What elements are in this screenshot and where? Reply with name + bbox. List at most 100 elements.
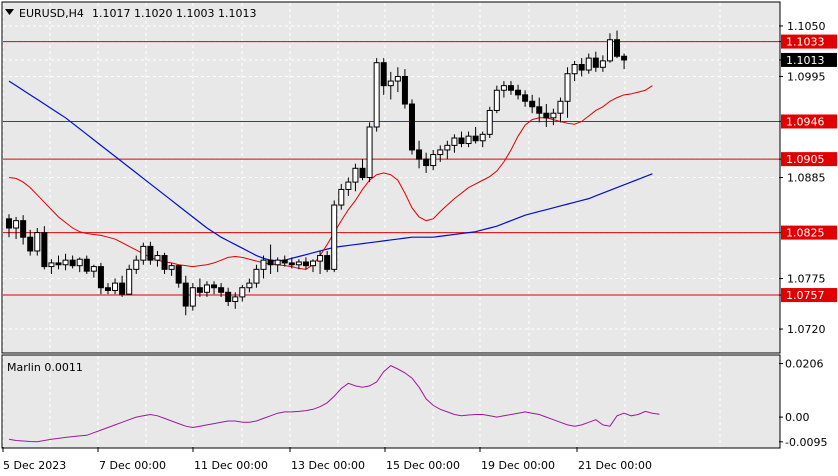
candle-body-bull — [168, 265, 175, 270]
candle-body-bull — [48, 262, 55, 268]
level-price-tag — [781, 225, 837, 240]
candle-body-bear — [83, 258, 90, 272]
candle-body-bull — [451, 137, 458, 146]
candle-body-bull — [154, 255, 161, 261]
level-price-label: 1.0757 — [786, 289, 825, 302]
level-price-label: 1.0905 — [786, 153, 825, 166]
indicator-plot-area[interactable] — [1, 354, 781, 449]
candle-body-bear — [211, 284, 218, 289]
candle-body-bear — [302, 261, 309, 267]
candle-body-bear — [578, 64, 585, 71]
level-price-tag — [781, 114, 837, 129]
grid — [2, 3, 779, 447]
oscillator-line — [8, 365, 660, 443]
x-tick-label: 21 Dec 00:00 — [578, 459, 652, 472]
candle-body-bull — [189, 287, 196, 307]
candle-body-bull — [394, 75, 401, 82]
candle-body-bull — [486, 109, 493, 135]
candle-body-bear — [408, 103, 415, 151]
indicator-y-tick-label: -0.0095 — [785, 436, 827, 449]
indicator-y-tick-label: 0.00 — [785, 411, 810, 424]
candle-body-bear — [104, 287, 111, 291]
candle-body-bull — [239, 287, 246, 298]
candle-body-bull — [373, 62, 380, 128]
x-tick-label: 5 Dec 2023 — [3, 459, 66, 472]
candle-body-bear — [423, 158, 430, 167]
candle-body-bear — [592, 57, 599, 68]
candle-body-bear — [401, 75, 408, 105]
candle-body-bull — [599, 60, 606, 68]
level-price-label: 1.0825 — [786, 227, 825, 240]
price-axis: 1.1050 1.1033 1.1013 1.0995 1.0946 1.0905 1.08… — [779, 20, 837, 449]
candle-body-bull — [112, 282, 119, 291]
candle-body-bull — [465, 135, 472, 145]
candle-body-bull — [274, 259, 281, 266]
candle-body-bull — [13, 220, 20, 229]
candle-body-bull — [387, 80, 394, 87]
candle-body-bull — [338, 188, 345, 206]
horizontal-levels — [3, 41, 779, 296]
x-tick-label: 15 Dec 00:00 — [386, 459, 460, 472]
candle-body-bear — [267, 259, 274, 266]
candle-body-bear — [522, 94, 529, 102]
candle-body-bear — [225, 291, 232, 302]
candle-body-bull — [90, 266, 97, 272]
level-price-tag — [781, 288, 837, 303]
level-price-label: 1.0946 — [786, 115, 825, 128]
candle-body-bear — [380, 62, 387, 87]
candle-body-bull — [444, 144, 451, 151]
candle-body-bull — [140, 245, 147, 261]
candle-body-bull — [493, 89, 500, 111]
candle-body-bear — [196, 287, 203, 293]
candle-body-bull — [352, 167, 359, 183]
candle-body-bear — [27, 236, 34, 252]
moving-average-line — [8, 80, 653, 262]
candle-body-bear — [55, 262, 62, 266]
candle-body-bull — [345, 181, 352, 190]
candle-body-bear — [182, 282, 189, 307]
candle-body-bull — [76, 258, 83, 267]
x-tick-label: 13 Dec 00:00 — [291, 459, 365, 472]
candle-body-bear — [507, 85, 514, 91]
dropdown-triangle-icon[interactable] — [5, 9, 14, 15]
candle-body-bear — [515, 89, 522, 96]
candle-body-bull — [430, 154, 437, 167]
candle-body-bear — [161, 255, 168, 270]
candle-body-bear — [359, 167, 366, 179]
candle-body-bear — [147, 245, 154, 261]
level-price-tag — [781, 152, 837, 167]
candle-body-bear — [288, 262, 295, 266]
candle-body-bull — [366, 126, 373, 178]
candle-body-bull — [606, 39, 613, 62]
time-axis: 5 Dec 2023 7 Dec 00:00 11 Dec 00:00 13 Dec … — [2, 447, 652, 472]
candles — [6, 30, 628, 316]
candle-body-bull — [62, 259, 69, 266]
candle-body-bear — [218, 287, 225, 293]
candle-body-bull — [253, 268, 260, 284]
candle-body-bear — [621, 55, 628, 61]
candle-body-bull — [310, 260, 317, 267]
candle-body-bull — [550, 112, 557, 119]
candle-body-bear — [69, 259, 76, 267]
current-price-label: 1.1013 — [786, 54, 825, 67]
moving-average-path — [8, 80, 653, 262]
candle-body-bear — [458, 137, 465, 145]
candle-body-bull — [203, 284, 210, 293]
y-tick-label: 1.1050 — [787, 20, 826, 33]
candle-body-bear — [536, 106, 543, 114]
candle-body-bear — [175, 265, 182, 284]
candle-body-bear — [97, 266, 104, 289]
candle-body-bull — [232, 296, 239, 302]
candle-body-bull — [564, 73, 571, 102]
chart-symbol: EURUSD,H4 — [19, 7, 84, 20]
candle-body-bull — [571, 64, 578, 75]
candle-body-bear — [614, 39, 621, 57]
x-tick-label: 19 Dec 00:00 — [481, 459, 555, 472]
y-tick-label: 1.0720 — [787, 323, 826, 336]
candle-body-bull — [585, 57, 592, 71]
y-tick-label: 1.0885 — [787, 172, 826, 185]
candle-body-bear — [529, 100, 536, 108]
candle-body-bear — [324, 255, 331, 270]
candle-body-bear — [20, 220, 27, 238]
